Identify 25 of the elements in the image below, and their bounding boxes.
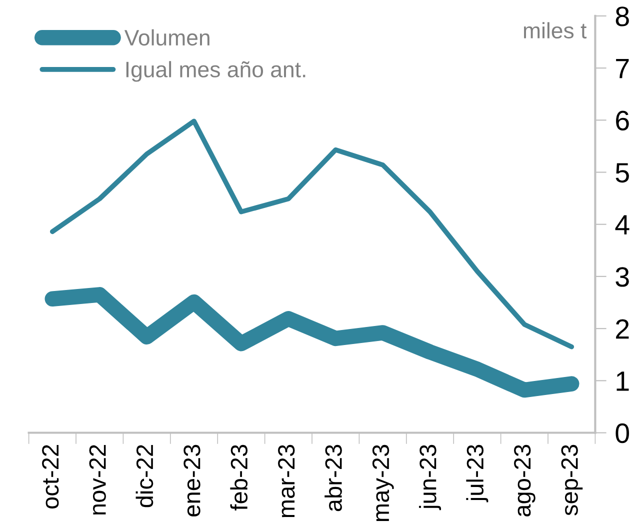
legend-label: Volumen bbox=[124, 29, 210, 46]
y-tick-label: 7 bbox=[616, 58, 629, 78]
y-tick-label: 1 bbox=[616, 372, 629, 391]
y-axis-title: miles t bbox=[524, 22, 587, 39]
x-tick-label: jul-23 bbox=[466, 444, 488, 502]
x-tick-label: mar-23 bbox=[278, 444, 295, 518]
x-tick-label: nov-22 bbox=[89, 445, 106, 514]
x-tick-label: feb-23 bbox=[230, 444, 248, 510]
y-tick-label: 8 bbox=[616, 6, 629, 26]
x-tick-label: may-23 bbox=[372, 444, 394, 522]
x-tick-label: abr-23 bbox=[324, 444, 342, 512]
legend-label: Igual mes año ant. bbox=[126, 61, 306, 82]
x-tick-label: jun-23 bbox=[418, 444, 442, 510]
x-tick-label: dic-22 bbox=[136, 445, 154, 508]
y-tick-label: 5 bbox=[616, 163, 629, 183]
y-tick-label: 4 bbox=[615, 215, 630, 234]
y-tick-label: 2 bbox=[616, 319, 629, 339]
x-tick-label: sep-23 bbox=[561, 444, 583, 516]
x-tick-label: ago-23 bbox=[514, 444, 536, 516]
line-series bbox=[50, 118, 574, 350]
x-tick-label: ene-23 bbox=[184, 444, 200, 516]
x-tick-label: oct-22 bbox=[42, 445, 59, 508]
y-tick-label: 0 bbox=[616, 423, 630, 444]
y-tick-label: 6 bbox=[616, 110, 629, 130]
y-tick-label: 3 bbox=[616, 267, 629, 287]
